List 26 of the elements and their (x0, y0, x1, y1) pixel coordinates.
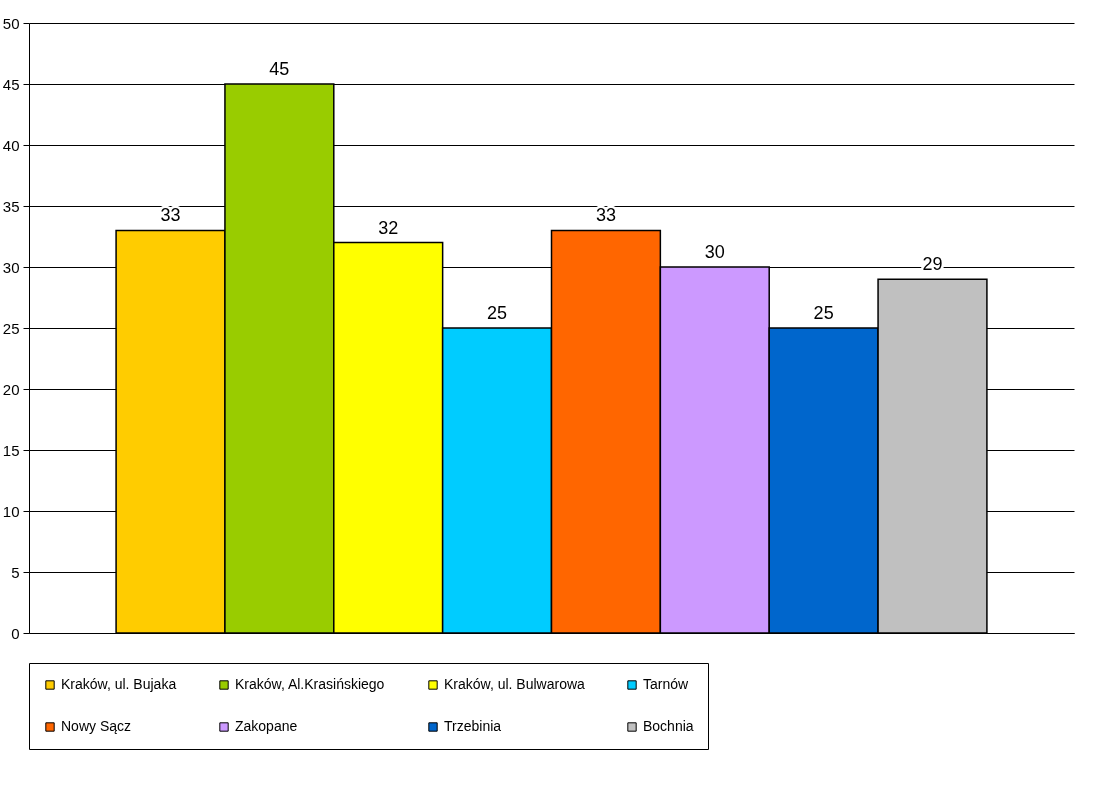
y-tick-label: 50 (2, 14, 20, 32)
data-label: 33 (595, 205, 616, 226)
data-label: 25 (813, 303, 834, 323)
y-tick-label: 15 (2, 441, 20, 459)
legend-label: Bochnia (643, 718, 694, 734)
y-tick-label: 40 (2, 136, 20, 154)
legend-label: Tarnów (643, 676, 690, 692)
data-label: 30 (704, 242, 725, 262)
data-label: 45 (269, 59, 290, 79)
y-tick-label: 10 (2, 502, 20, 520)
data-label: 33 (160, 205, 181, 226)
legend-label: Kraków, ul. Bulwarowa (444, 676, 586, 692)
y-tick-label: 35 (2, 197, 20, 215)
y-tick-label: 5 (11, 563, 20, 581)
y-tick-label: 45 (2, 75, 20, 93)
legend-label: Nowy Sącz (61, 718, 132, 734)
legend-label: Kraków, ul. Bujaka (61, 676, 177, 692)
y-tick-label: 20 (2, 380, 20, 398)
data-label: 25 (487, 303, 508, 323)
y-tick-label: 25 (2, 319, 20, 337)
data-label: 32 (378, 217, 399, 238)
legend-label: Zakopane (235, 718, 298, 734)
y-tick-label: 0 (11, 624, 20, 642)
y-tick-label: 30 (2, 258, 20, 276)
legend-label: Trzebinia (444, 718, 502, 734)
legend-label: Kraków, Al.Krasińskiego (235, 676, 385, 692)
